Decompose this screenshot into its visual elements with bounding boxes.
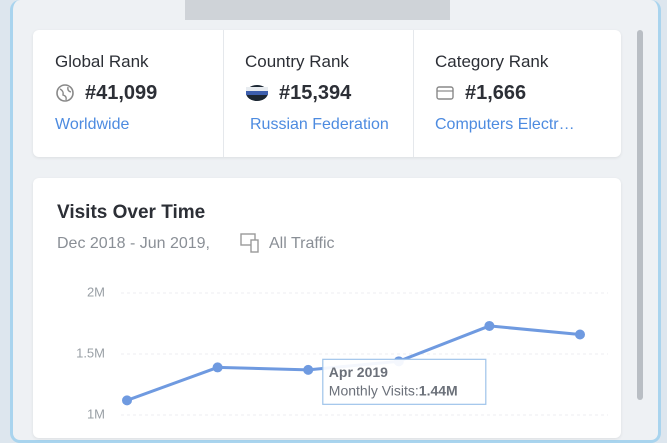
- scrollbar[interactable]: [637, 30, 643, 400]
- y-tick-label: 1M: [87, 406, 105, 421]
- rank-item: Country Rank #15,394 Russian Federation: [223, 30, 414, 157]
- point: [122, 395, 132, 406]
- traffic-filter[interactable]: All Traffic: [269, 235, 335, 252]
- point: [484, 320, 495, 331]
- rank-item: Global Rank #41,099 Worldwide: [33, 30, 224, 157]
- category-icon: [436, 86, 454, 100]
- chart: Visits Over Time Dec 2018 - Jun 2019, Al…: [57, 202, 608, 421]
- chart-subtitle: Dec 2018 - Jun 2019,: [57, 235, 210, 252]
- chart-title: Visits Over Time: [57, 202, 205, 223]
- page: Global Rank #41,099 Worldwide Country Ra…: [10, 0, 661, 443]
- tooltip-box: [322, 358, 487, 405]
- top-bar: [185, 0, 450, 20]
- rank-link[interactable]: Worldwide: [55, 116, 130, 133]
- rank-value: #15,394: [279, 82, 352, 104]
- rank-value: #41,099: [85, 82, 158, 104]
- rank-label: Category Rank: [435, 52, 549, 71]
- rank-card: Global Rank #41,099 Worldwide Country Ra…: [33, 30, 621, 157]
- rank-item: Category Rank #1,666 Computers Electr…: [413, 30, 621, 157]
- flag-icon: [246, 85, 268, 101]
- point: [212, 362, 223, 373]
- tooltip-value: 1.44M: [419, 382, 458, 398]
- tooltip-label: Monthly Visits:: [329, 382, 419, 398]
- tooltip: Apr 2019 Monthly Visits:1.44M: [322, 358, 487, 405]
- tooltip-title: Apr 2019: [329, 364, 388, 380]
- rank-label: Global Rank: [55, 52, 149, 71]
- globe-icon: [56, 84, 74, 102]
- y-tick-label: 1.5M: [76, 345, 105, 360]
- rank-label: Country Rank: [245, 52, 349, 71]
- chart-card: Visits Over Time Dec 2018 - Jun 2019, Al…: [33, 178, 621, 438]
- rank-link[interactable]: Computers Electr…: [435, 116, 575, 133]
- rank-value: #1,666: [465, 82, 527, 104]
- point: [575, 329, 585, 340]
- tooltip-text: Monthly Visits:1.44M: [329, 382, 458, 398]
- y-tick-label: 2M: [87, 284, 105, 299]
- point: [303, 364, 314, 375]
- devices-icon: [240, 233, 259, 253]
- rank-link[interactable]: Russian Federation: [250, 116, 389, 133]
